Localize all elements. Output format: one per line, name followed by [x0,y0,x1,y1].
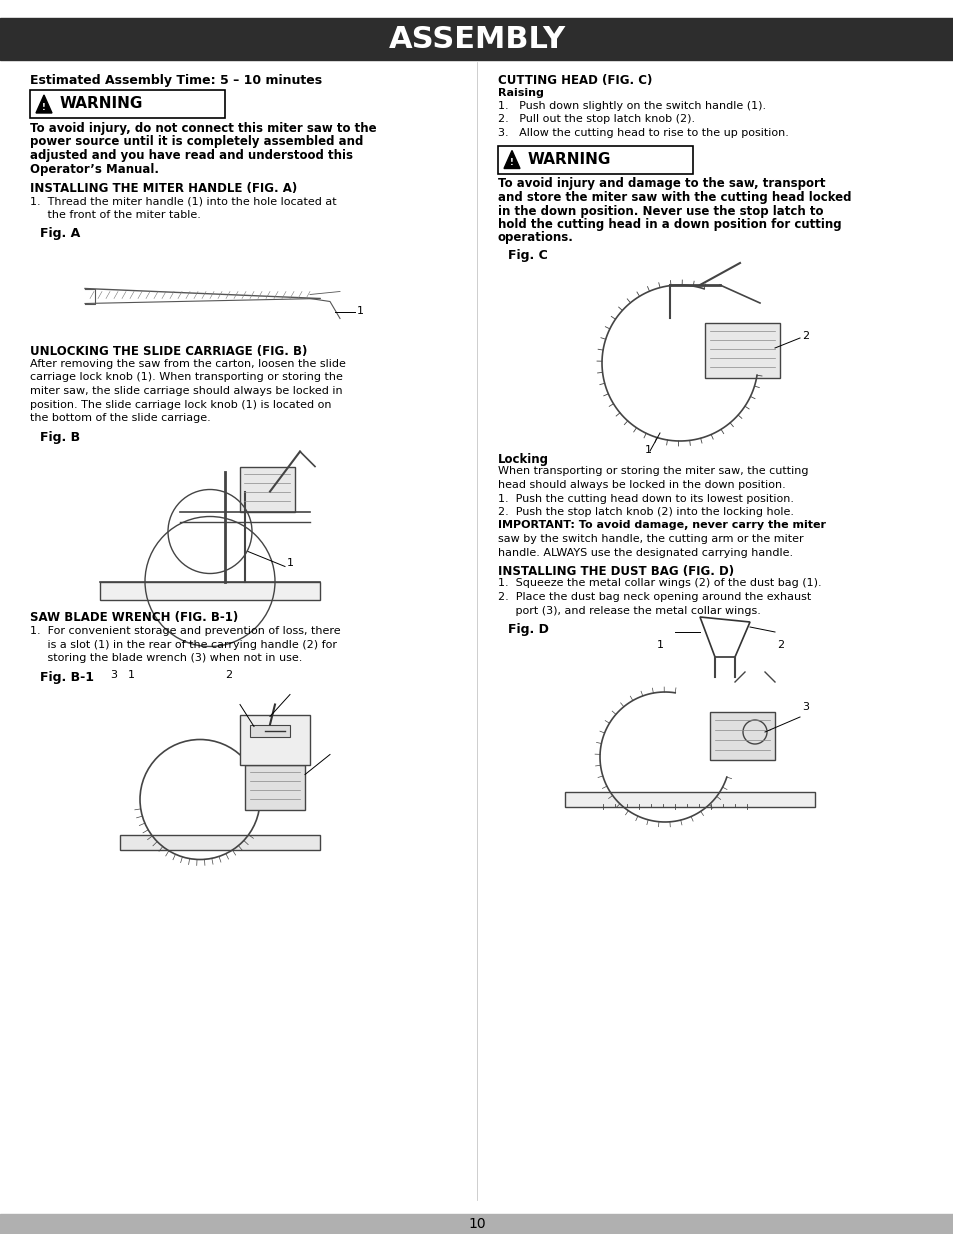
Text: After removing the saw from the carton, loosen the slide: After removing the saw from the carton, … [30,359,346,369]
Text: !: ! [510,158,514,167]
Bar [240,714,310,765]
Text: Fig. A: Fig. A [40,227,80,241]
Text: Estimated Assembly Time: 5 – 10 minutes: Estimated Assembly Time: 5 – 10 minutes [30,74,322,88]
Text: 1.   Push down slightly on the switch handle (1).: 1. Push down slightly on the switch hand… [497,101,765,111]
Text: 2: 2 [225,670,232,680]
Text: power source until it is completely assembled and: power source until it is completely asse… [30,136,363,148]
Text: 3: 3 [801,702,808,712]
Text: 2: 2 [801,331,808,341]
Text: WARNING: WARNING [60,96,143,111]
Text: 1.  Thread the miter handle (1) into the hole located at: 1. Thread the miter handle (1) into the … [30,196,336,206]
Text: 1: 1 [356,306,364,316]
Bar [0,19,953,60]
Text: !: ! [42,102,46,111]
Text: is a slot (1) in the rear of the carrying handle (2) for: is a slot (1) in the rear of the carryin… [30,639,336,649]
Text: INSTALLING THE DUST BAG (FIG. D): INSTALLING THE DUST BAG (FIG. D) [497,565,734,578]
Text: the bottom of the slide carriage.: the bottom of the slide carriage. [30,413,211,423]
Text: hold the cutting head in a down position for cutting: hold the cutting head in a down position… [497,218,841,231]
Text: 1.  Push the cutting head down to its lowest position.: 1. Push the cutting head down to its low… [497,494,793,503]
Text: 2: 2 [776,640,783,650]
Text: 2.   Pull out the stop latch knob (2).: 2. Pull out the stop latch knob (2). [497,115,695,125]
Bar [250,724,290,737]
Text: WARNING: WARNING [527,152,611,167]
Text: position. The slide carriage lock knob (1) is located on: position. The slide carriage lock knob (… [30,400,331,410]
Text: Fig. D: Fig. D [507,623,548,636]
Text: To avoid injury, do not connect this miter saw to the: To avoid injury, do not connect this mit… [30,122,376,135]
Text: handle. ALWAYS use the designated carrying handle.: handle. ALWAYS use the designated carryi… [497,548,792,558]
Text: 1.  Squeeze the metal collar wings (2) of the dust bag (1).: 1. Squeeze the metal collar wings (2) of… [497,579,821,589]
Bar [709,712,774,760]
Text: 3: 3 [110,670,117,680]
Text: INSTALLING THE MITER HANDLE (FIG. A): INSTALLING THE MITER HANDLE (FIG. A) [30,181,297,195]
Bar [245,765,305,810]
Bar [497,146,692,174]
Bar [100,581,319,600]
Bar [120,834,319,849]
Text: carriage lock knob (1). When transporting or storing the: carriage lock knob (1). When transportin… [30,373,342,383]
Text: ASSEMBLY: ASSEMBLY [388,25,565,53]
Text: head should always be locked in the down position.: head should always be locked in the down… [497,480,785,490]
Text: To avoid injury and damage to the saw, transport: To avoid injury and damage to the saw, t… [497,178,824,190]
Bar [564,792,814,807]
Polygon shape [503,151,519,169]
Text: miter saw, the slide carriage should always be locked in: miter saw, the slide carriage should alw… [30,386,342,396]
Text: CUTTING HEAD (FIG. C): CUTTING HEAD (FIG. C) [497,74,652,88]
Polygon shape [36,95,52,114]
Text: saw by the switch handle, the cutting arm or the miter: saw by the switch handle, the cutting ar… [497,534,802,544]
Text: Fig. B: Fig. B [40,431,80,443]
Text: 1: 1 [657,640,663,650]
Text: storing the blade wrench (3) when not in use.: storing the blade wrench (3) when not in… [30,653,302,663]
Text: Raising: Raising [497,88,543,97]
Text: UNLOCKING THE SLIDE CARRIAGE (FIG. B): UNLOCKING THE SLIDE CARRIAGE (FIG. B) [30,344,307,358]
Text: SAW BLADE WRENCH (FIG. B-1): SAW BLADE WRENCH (FIG. B-1) [30,612,238,624]
Text: Fig. B-1: Fig. B-1 [40,670,94,684]
Text: 1.  For convenient storage and prevention of loss, there: 1. For convenient storage and prevention… [30,626,340,636]
Text: port (3), and release the metal collar wings.: port (3), and release the metal collar w… [497,606,760,616]
Text: 1: 1 [644,445,651,455]
Text: 2.  Push the stop latch knob (2) into the locking hole.: 2. Push the stop latch knob (2) into the… [497,507,793,517]
Text: in the down position. Never use the stop latch to: in the down position. Never use the stop… [497,205,822,217]
Text: 1: 1 [128,670,135,680]
Bar [704,323,780,378]
Text: 1: 1 [287,559,294,569]
Text: adjusted and you have read and understood this: adjusted and you have read and understoo… [30,149,353,162]
Text: operations.: operations. [497,232,574,244]
Text: When transporting or storing the miter saw, the cutting: When transporting or storing the miter s… [497,466,807,476]
Bar [30,90,225,118]
Text: 2.  Place the dust bag neck opening around the exhaust: 2. Place the dust bag neck opening aroun… [497,592,810,602]
Text: 10: 10 [468,1217,485,1232]
Text: the front of the miter table.: the front of the miter table. [30,210,201,220]
Text: Fig. C: Fig. C [507,249,547,262]
Text: 3.   Allow the cutting head to rise to the up position.: 3. Allow the cutting head to rise to the… [497,128,788,138]
Bar [0,1214,953,1234]
Text: IMPORTANT: To avoid damage, never carry the miter: IMPORTANT: To avoid damage, never carry … [497,521,825,531]
Text: Operator’s Manual.: Operator’s Manual. [30,163,159,175]
Text: Locking: Locking [497,453,548,466]
Text: and store the miter saw with the cutting head locked: and store the miter saw with the cutting… [497,191,851,204]
Bar [240,466,294,512]
